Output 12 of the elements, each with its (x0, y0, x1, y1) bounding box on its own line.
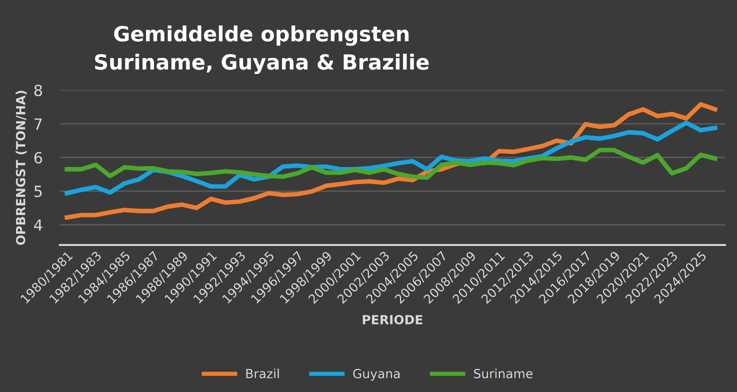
y-tick-label: 6 (34, 152, 42, 164)
y-tick-label: 4 (34, 219, 42, 231)
y-axis-title: OPBRENGST (TON/HA) (16, 90, 27, 245)
y-tick-label: 7 (34, 118, 42, 130)
legend-label: Brazil (246, 368, 279, 378)
y-tick-label: 5 (34, 186, 42, 198)
legend-label: Suriname (474, 368, 532, 378)
x-axis-title: PERIODE (362, 314, 422, 324)
legend-label: Guyana (353, 368, 400, 381)
chart-title: Gemiddelde opbrengsten Suriname, Guyana & Brazilie (95, 25, 429, 74)
line-series (64, 148, 718, 180)
y-tick-label: 8 (34, 84, 42, 96)
